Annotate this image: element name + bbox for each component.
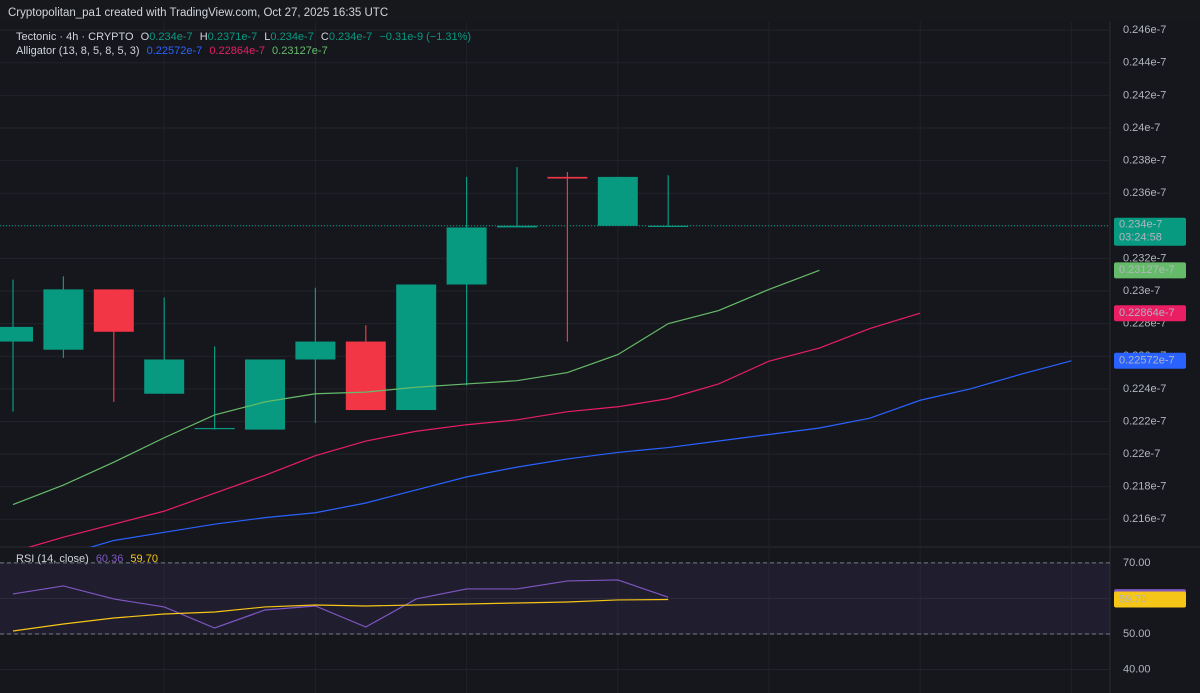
series-label-box [1114,352,1186,369]
candle-body [93,289,134,332]
y-tick-label: 0.22e-7 [1123,448,1160,460]
y-tick-label: 0.242e-7 [1123,89,1166,101]
y-tick-label: 0.24e-7 [1123,122,1160,134]
candle-body [144,359,185,394]
line [27,312,921,547]
candle-body [43,289,84,350]
header: Cryptopolitan_pa1 created with TradingVi… [8,7,389,19]
candle-body [396,284,437,411]
ohlc-key: H [199,31,208,43]
series-label-box [1114,305,1186,322]
series-label: 0.23127e-7 [1119,264,1175,276]
line [12,598,669,632]
ohlc-value: 0.234e-7 [328,31,373,43]
indicator-name: Alligator (13, 8, 5, 8, 5, 3) [16,45,140,57]
line [12,579,669,629]
ohlc-value: 0.234e-7 [270,31,314,43]
candle-body [194,427,235,430]
chart-bg [0,22,1200,693]
candle-body [497,225,537,228]
candle-body [547,176,588,179]
rsi-legend: RSI (14, close) 60.36 59.70 [16,553,162,565]
y-tick-label: 0.23e-7 [1123,285,1160,297]
indicator-value: 0.22864e-7 [209,45,265,57]
ohlc-value: 0.234e-7 [149,31,193,43]
change: −0.31e-9 (−1.31%) [379,31,472,43]
ohlc-value: 0.2371e-7 [207,31,258,43]
rsi-value: 60.36 [95,553,124,565]
series-label: 0.22864e-7 [1119,307,1175,319]
y-tick-label: 40.00 [1123,663,1151,675]
candle-body [0,326,33,342]
y-tick-label: 0.246e-7 [1123,24,1166,36]
y-tick-label: 0.238e-7 [1123,154,1166,166]
last-price: 0.234e-7 [1119,219,1162,231]
y-tick-label: 0.218e-7 [1123,481,1166,493]
y-tick-label: 0.236e-7 [1123,187,1166,199]
rsi-value: 59.70 [130,553,158,565]
ohlc-key: C [320,31,329,43]
candle-body [295,341,336,360]
indicator-value: 0.23127e-7 [272,45,328,57]
candle-body [446,227,487,285]
y-tick-label: 0.244e-7 [1123,57,1166,69]
indicator-value: 0.22572e-7 [146,45,203,57]
candle-body [345,341,386,411]
candle-body [245,359,285,430]
indicator-row: Alligator (13, 8, 5, 8, 5, 3) 0.22572e-7… [16,45,332,57]
series-label-box [1114,262,1186,279]
level-band [0,562,1110,635]
line [89,360,1072,547]
series-label: 59.70 [1119,593,1147,605]
series-label-box [1114,591,1186,608]
ohlc-key: O [140,31,150,43]
y-tick-label: 70.00 [1123,557,1151,569]
last-price-box [1114,217,1186,246]
series-label: 0.22572e-7 [1119,355,1175,367]
y-tick-label: 0.222e-7 [1123,415,1166,427]
y-tick-label: 0.224e-7 [1123,383,1166,395]
y-tick-label: 0.232e-7 [1123,252,1166,264]
rsi-name: RSI (14, close) [16,553,89,565]
y-tick-label: 50.00 [1123,628,1151,640]
legend-row: Tectonic · 4h · CRYPTO O0.234e-7 H0.2371… [16,31,475,43]
line [12,269,820,506]
ohlc-key: L [264,31,271,43]
countdown: 03:24:58 [1119,232,1162,244]
candle-body [597,176,638,226]
candle-body [648,225,689,228]
y-tick-label: 0.216e-7 [1123,513,1166,525]
symbol: Tectonic · 4h · CRYPTO [16,31,134,43]
